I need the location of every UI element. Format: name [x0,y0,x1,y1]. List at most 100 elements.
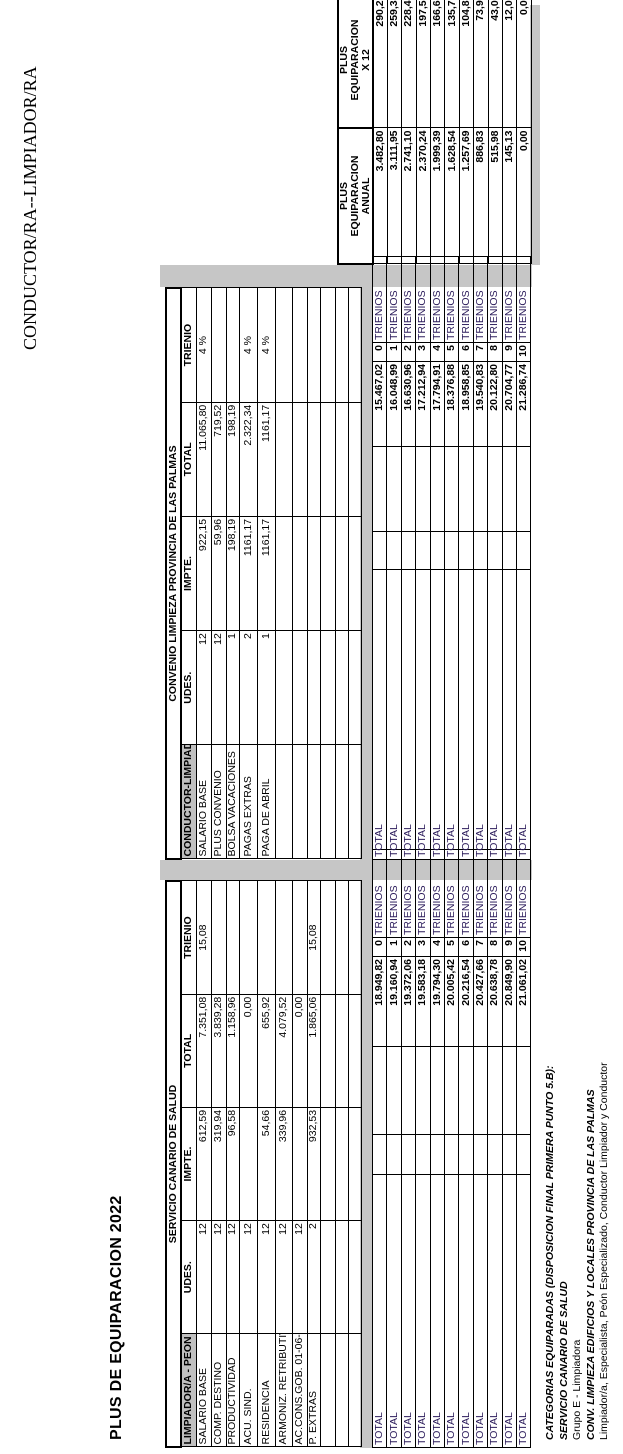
table-row: 1.257,69 104,81 [459,0,474,264]
total-value: 20.427,66 [473,956,488,1047]
empty-cell [430,446,445,532]
table-row: 1.628,54 135,71 [444,0,460,264]
trienio-count: 5 [444,937,459,957]
table-cell: 0,00 [292,994,307,1108]
total-value: 16.630,96 [401,361,416,447]
totals-row: TOTAL 21.286,74 10 TRIENIOS [516,256,531,860]
trienio-count: 9 [502,342,517,362]
table-cell: PRODUCTIVIDAD [226,1333,239,1447]
total-label: TOTAL [487,1174,503,1448]
totals-row: TOTAL 19.583,18 3 TRIENIOS [415,849,431,1448]
table-cell: 15,08 [307,881,320,995]
table-cell: 12 [196,630,211,745]
table-cell [292,630,307,745]
trienio-count: 0 [372,342,387,362]
totals-row: TOTAL 20.122,80 8 TRIENIOS [487,256,503,860]
table-cell [335,1333,348,1447]
table-row: RESIDENCIA 12 54,66 655,92 [257,881,275,1447]
table-cell: 922,15 [196,516,211,631]
table-cell: 4 % [239,288,257,403]
totals-row: TOTAL 17.212,94 3 TRIENIOS [415,256,431,860]
table-cell [335,1220,348,1334]
table-cell [292,402,307,517]
note-line: Grupo E - Limpiadora [571,1339,583,1440]
column-header-row: CONDUCTOR-LIMPIADOR UDES. IMPTE. TOTAL TRIEN… [181,288,196,859]
empty-cell [444,1134,459,1175]
table-cell [292,881,307,995]
column-header: TOTAL [181,402,196,517]
empty-cell [401,1046,416,1135]
scs-table: SERVICIO CANARIO DE SALUD LIMPIADOR/A - P… [165,880,362,1448]
empty-cell [430,1134,445,1175]
table-row: BOLSA VACACIONES 1 198,19 198,19 [226,288,239,859]
totals-row: TOTAL 21.061,02 10 TRIENIOS [516,849,531,1448]
trienios-label: TRIENIOS [444,256,459,343]
total-label: TOTAL [458,1174,474,1448]
totals-row: TOTAL 16.630,96 2 TRIENIOS [401,256,416,860]
table-cell [307,744,320,859]
table-cell [239,1107,257,1221]
table-cell: ARMONIZ. RETRIBUTIVA [275,1333,292,1447]
totals-row: TOTAL 19.160,94 1 TRIENIOS [386,849,402,1448]
table-cell [292,744,307,859]
trienios-label: TRIENIOS [372,256,387,343]
table-cell [348,630,361,745]
plus-annual-value: 1.257,69 [459,128,474,264]
trienio-count: 9 [502,937,517,957]
table-cell: 1161,17 [239,516,257,631]
table-cell: 1 [257,630,275,745]
plus-annual-value: 1.999,39 [430,128,445,264]
trienios-label: TRIENIOS [430,256,445,343]
total-label: TOTAL [372,569,387,860]
total-label: TOTAL [401,569,416,860]
table-row [335,881,348,1447]
plus-x12-value: 73,90 [473,0,489,128]
total-value: 19.583,18 [415,956,431,1047]
note-line: CATEGORIAS EQUIPARADAS (DISPOSICION FINA… [544,1065,556,1440]
table-row: 2.370,24 197,52 [416,0,431,264]
column-header: UDES. [181,630,196,745]
table-row [348,288,361,859]
empty-cell [473,531,488,570]
trienio-count: 1 [386,937,402,957]
table-row [335,288,348,859]
empty-cell [386,531,402,570]
table-cell [348,1333,361,1447]
table-row: PRODUCTIVIDAD 12 96,58 1.158,96 [226,881,239,1447]
empty-cell [487,1046,503,1135]
trienios-label: TRIENIOS [516,256,531,343]
table-cell [275,630,292,745]
empty-cell [502,446,517,532]
total-label: TOTAL [502,569,517,860]
column-header: CONDUCTOR-LIMPIADOR [181,744,196,859]
plus-equiparacion-table: PLUS EQUIPARACION ANUAL PLUS EQUIPARACION X 1… [337,0,532,265]
note-line: SERVICIO CANARIO DE SALUD [557,1281,570,1440]
table-row: PLUS CONVENIO 12 59,96 719,52 [211,288,226,859]
empty-cell [487,531,503,570]
table-cell [275,402,292,517]
empty-cell [516,446,531,532]
table-cell: 719,52 [211,402,226,517]
column-header: TOTAL [181,994,196,1108]
total-label: TOTAL [415,569,431,860]
trienios-label: TRIENIOS [430,849,445,938]
table-cell: 12 [226,1220,239,1334]
table-title-row: CONVENIO LIMPIEZA PROVINCIA DE LAS PALMA… [166,288,181,859]
table-cell [320,744,335,859]
totals-row: TOTAL 20.216,54 6 TRIENIOS [458,849,474,1448]
trienio-count: 4 [430,937,445,957]
trienios-label: TRIENIOS [401,849,416,938]
scs-totals-table: TOTAL 18.949,82 0 TRIENIOS TOTAL 19.160,94 1 TR… [372,849,531,1448]
table-cell [348,402,361,517]
plus-x12-value: 259,33 [387,0,402,128]
total-label: TOTAL [430,569,445,860]
plus-x12-value: 197,52 [416,0,431,128]
plus-annual-value: 0,00 [516,128,532,264]
plus-x12-value: 228,43 [401,0,417,128]
total-label: TOTAL [386,569,402,860]
empty-cell [386,1046,402,1135]
trienios-label: TRIENIOS [473,849,488,938]
trienios-label: TRIENIOS [372,849,387,938]
total-label: TOTAL [516,1174,531,1448]
column-header: TRIENIO [181,288,196,403]
